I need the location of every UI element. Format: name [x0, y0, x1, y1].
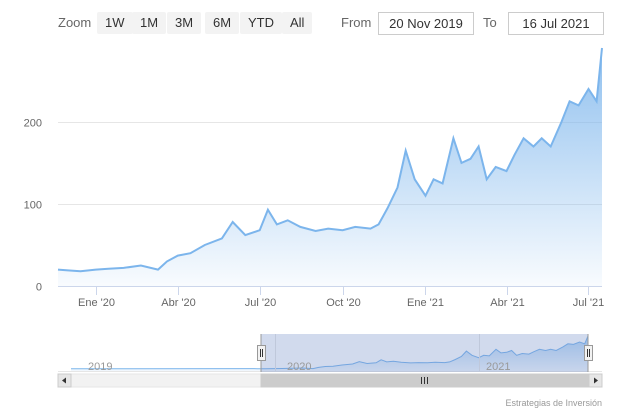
y-tick-label: 200: [24, 118, 42, 130]
navigator-line: [70, 335, 589, 370]
zoom-label: Zoom: [58, 15, 92, 30]
zoom-all-button[interactable]: All: [282, 12, 313, 34]
zoom-3m-button[interactable]: 3M: [167, 12, 202, 34]
navigator-left-handle[interactable]: [257, 345, 266, 361]
x-tick-label: Ene '20: [78, 297, 115, 309]
credits-text[interactable]: Estrategias de Inversión: [505, 398, 602, 408]
zoom-ytd-button[interactable]: YTD: [240, 12, 282, 34]
x-tick-label: Oct '20: [326, 297, 361, 309]
area-fill: [58, 48, 602, 286]
x-tick-label: Ene '21: [407, 297, 444, 309]
to-label: To: [483, 15, 497, 30]
scroll-left-button[interactable]: [57, 373, 72, 388]
zoom-1w-button[interactable]: 1W: [97, 12, 133, 34]
zoom-6m-button[interactable]: 6M: [205, 12, 240, 34]
zoom-1m-button[interactable]: 1M: [132, 12, 167, 34]
scroll-right-button[interactable]: [588, 373, 603, 388]
y-tick-label: 100: [24, 200, 42, 212]
navigator-year-2019: 2019: [88, 361, 112, 373]
x-tick-label: Jul '20: [245, 297, 276, 309]
to-date-input[interactable]: 16 Jul 2021: [508, 12, 604, 35]
x-tick-label: Abr '21: [490, 297, 525, 309]
x-tick-label: Jul '21: [573, 297, 604, 309]
arrow-right-icon: [594, 377, 598, 384]
y-tick-label: 0: [36, 282, 42, 294]
arrow-left-icon: [62, 377, 66, 384]
from-date-input[interactable]: 20 Nov 2019: [378, 12, 474, 35]
navigator-selection[interactable]: [261, 334, 588, 372]
x-tick-label: Abr '20: [161, 297, 196, 309]
navigator-year-2020: 2020: [287, 361, 311, 373]
navigator-area: [71, 336, 588, 371]
navigator-right-handle[interactable]: [584, 345, 593, 361]
navigator-year-2021: 2021: [486, 361, 510, 373]
from-label: From: [341, 15, 372, 30]
grip-icon: [421, 377, 428, 384]
